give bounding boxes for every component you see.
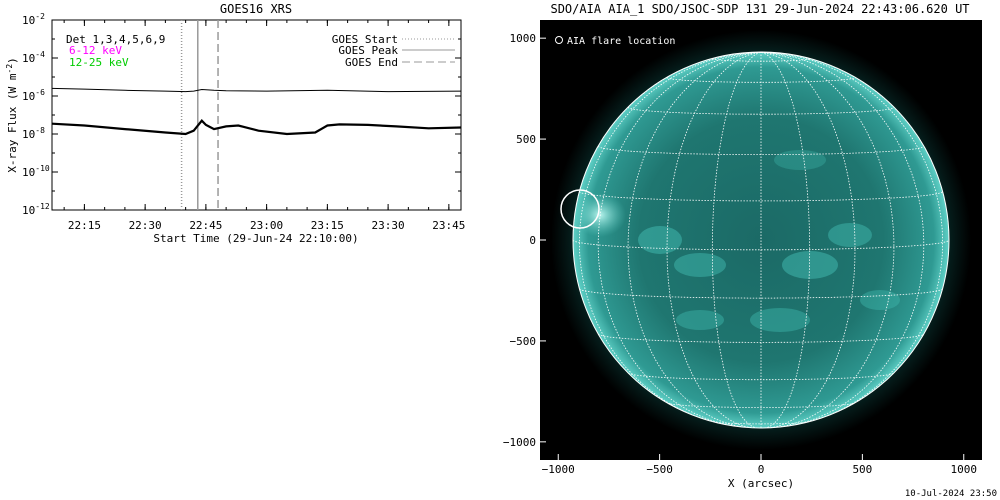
aia-title: SDO/AIA AIA_1 SDO/JSOC-SDP 131 29-Jun-20…	[550, 2, 969, 16]
grid-line	[627, 52, 762, 428]
goes-event-markers	[180, 20, 219, 210]
goes-x-tick-label: 23:45	[432, 219, 465, 232]
goes-y-axis: 10-2 10-4 10-6 10-8 10-10 10-12	[22, 12, 461, 217]
aia-y-tick-label: 1000	[510, 32, 537, 45]
grid-line	[597, 52, 762, 428]
grid-line	[628, 372, 894, 381]
aia-legend-label: AIA flare location	[567, 36, 675, 47]
goes-x-tick-label: 23:15	[311, 219, 344, 232]
footer-timestamp: 10-Jul-2024 23:50	[905, 489, 997, 499]
grid-line	[579, 288, 943, 299]
goes-xrs-chart: GOES16 XRS 10-2 10-4 10-6 10-8 10-10 10-12 22…	[5, 2, 465, 245]
aia-y-tick-label: 0	[529, 234, 536, 247]
goes-y-tick-label: 10-6	[22, 88, 45, 103]
band2-label: 12-25 keV	[69, 56, 129, 69]
goes-y-tick-label: 10-12	[22, 202, 50, 217]
goes-legend: GOES Start GOES Peak GOES End	[332, 33, 455, 69]
solar-limb	[572, 51, 950, 429]
aia-x-axis: −1000 −500 0 500 1000	[542, 454, 977, 476]
grid-line	[711, 52, 762, 428]
grid-line	[760, 52, 944, 425]
goes-y-tick-label: 10-4	[22, 50, 45, 65]
goes-chart-title: GOES16 XRS	[220, 2, 292, 16]
aia-legend-symbol	[555, 36, 563, 44]
aia-x-tick-label: 0	[758, 463, 765, 476]
grid-line	[666, 52, 762, 428]
goes-x-tick-label: 22:15	[68, 219, 101, 232]
flare-location-marker	[560, 189, 600, 229]
grid-line	[579, 191, 943, 202]
goes-series-lower	[52, 119, 461, 136]
legend-goes-peak-label: GOES Peak	[338, 44, 398, 57]
goes-y-axis-label: X-ray Flux (W m-2)	[5, 57, 19, 173]
aia-x-tick-label: −500	[646, 463, 673, 476]
grid-line	[667, 402, 855, 408]
goes-y-tick-label: 10-2	[22, 12, 45, 27]
legend-goes-end-label: GOES End	[345, 56, 398, 69]
grid-line	[627, 107, 895, 115]
grid-line	[578, 52, 762, 425]
aia-y-tick-label: −500	[510, 335, 537, 348]
goes-x-axis-label: Start Time (29-Jun-24 22:10:00)	[153, 232, 358, 245]
band1-label: 6-12 keV	[69, 44, 122, 57]
aia-x-tick-label: 500	[852, 463, 872, 476]
goes-x-tick-label: 22:30	[129, 219, 162, 232]
goes-flux-series	[52, 87, 461, 136]
grid-line	[760, 52, 925, 428]
goes-y-tick-label: 10-10	[22, 164, 50, 179]
goes-x-axis: 22:15 22:30 22:45 23:00 23:15 23:30 23:45	[63, 20, 465, 232]
aia-y-tick-label: −1000	[503, 436, 536, 449]
grid-line	[712, 58, 810, 62]
aia-image-panel: SDO/AIA AIA_1 SDO/JSOC-SDP 131 29-Jun-20…	[503, 2, 997, 499]
grid-line	[713, 421, 809, 425]
aia-x-axis-label: X (arcsec)	[728, 477, 794, 490]
goes-x-tick-label: 22:45	[189, 219, 222, 232]
aia-x-tick-label: −1000	[542, 463, 575, 476]
grid-line	[760, 52, 856, 428]
grid-line	[666, 77, 856, 83]
goes-y-tick-label: 10-8	[22, 126, 45, 141]
goes-x-tick-label: 23:30	[372, 219, 405, 232]
goes-series-upper	[52, 87, 461, 93]
legend-goes-start-label: GOES Start	[332, 33, 398, 46]
solar-disk	[573, 52, 949, 428]
grid-line	[760, 52, 811, 428]
goes-x-tick-label: 23:00	[250, 219, 283, 232]
detector-label: Det 1,3,4,5,6,9	[66, 33, 165, 46]
grid-line	[598, 333, 924, 343]
aia-x-tick-label: 1000	[951, 463, 978, 476]
aia-y-axis: 1000 500 0 −500 −1000	[503, 32, 546, 449]
aia-y-tick-label: 500	[516, 133, 536, 146]
grid-line	[760, 52, 895, 428]
grid-line	[573, 239, 949, 251]
